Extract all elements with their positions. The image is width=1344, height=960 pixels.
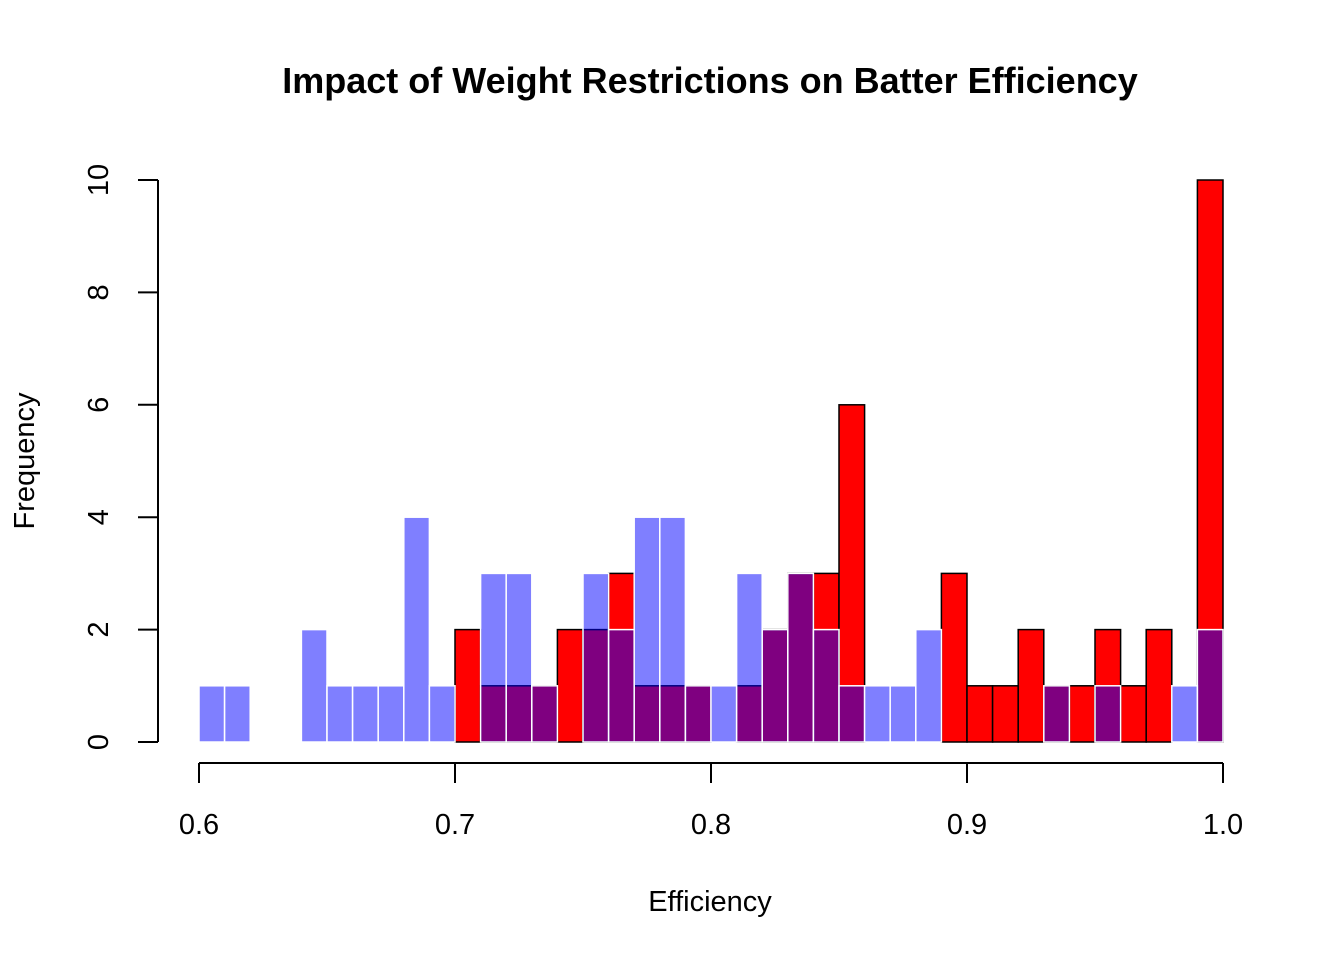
series-2-bar-26 [863, 685, 891, 743]
series-2-bar-21 [735, 572, 763, 743]
series-2-bar-38 [1171, 685, 1199, 743]
x-axis: 0.6 0.7 0.8 0.9 1.0 [179, 762, 1243, 841]
series-2-bar-17 [633, 516, 661, 743]
x-tick-label: 0.6 [179, 809, 219, 841]
series-2-bar-23 [787, 572, 815, 743]
series-2-bar-1 [223, 685, 251, 743]
series-1-bar-36 [1119, 685, 1147, 743]
series-2-bar-20 [710, 685, 738, 743]
series-2-bar-13 [531, 685, 559, 743]
series-2-bar-16 [607, 628, 635, 743]
x-tick-label: 0.8 [691, 809, 731, 841]
series-2-bar-22 [761, 628, 789, 743]
series-2-bar-27 [889, 685, 917, 743]
y-tick-label: 0 [83, 734, 115, 750]
y-axis: 0 2 4 6 8 10 [83, 164, 159, 750]
series-2-bar-4 [300, 628, 328, 743]
series-2-bar-24 [812, 628, 840, 743]
series-2-bar-28 [915, 628, 943, 743]
y-tick-label: 8 [83, 284, 115, 300]
series-2-bar-35 [1094, 685, 1122, 743]
series-2-bar-33 [1043, 685, 1071, 743]
chart-title: Impact of Weight Restrictions on Batter … [282, 60, 1137, 101]
series-2-bar-18 [659, 516, 687, 743]
x-tick-label: 1.0 [1203, 809, 1243, 841]
x-axis-label: Efficiency [648, 886, 772, 918]
series-2-bar-12 [505, 572, 533, 743]
series-2-bar-25 [838, 685, 866, 743]
y-tick-label: 2 [83, 622, 115, 638]
series-2-bar-6 [351, 685, 379, 743]
series-2-bar-0 [198, 685, 226, 743]
series-1-bar-30 [966, 685, 994, 743]
x-tick-label: 0.9 [947, 809, 987, 841]
x-tick-label: 0.7 [435, 809, 475, 841]
series-1-bar-31 [991, 685, 1019, 743]
series-2-bars [198, 516, 1224, 743]
series-2-bar-8 [403, 516, 431, 743]
series-2-bar-11 [479, 572, 507, 743]
series-2-bar-39 [1196, 628, 1224, 743]
y-axis-label: Frequency [9, 392, 41, 530]
series-1-bar-14 [556, 628, 584, 743]
y-tick-label: 6 [83, 397, 115, 413]
series-2-bar-5 [326, 685, 354, 743]
series-2-bar-7 [377, 685, 405, 743]
series-1-bar-37 [1145, 628, 1173, 743]
y-tick-label: 4 [83, 509, 115, 525]
series-1-bar-32 [1017, 628, 1045, 743]
y-tick-label: 10 [83, 164, 115, 196]
series-1-bar-29 [940, 572, 968, 743]
series-2-bar-15 [582, 572, 610, 743]
series-1-bar-10 [454, 628, 482, 743]
series-2-bar-19 [684, 685, 712, 743]
series-1-bar-34 [1068, 685, 1096, 743]
series-2-bar-9 [428, 685, 456, 743]
